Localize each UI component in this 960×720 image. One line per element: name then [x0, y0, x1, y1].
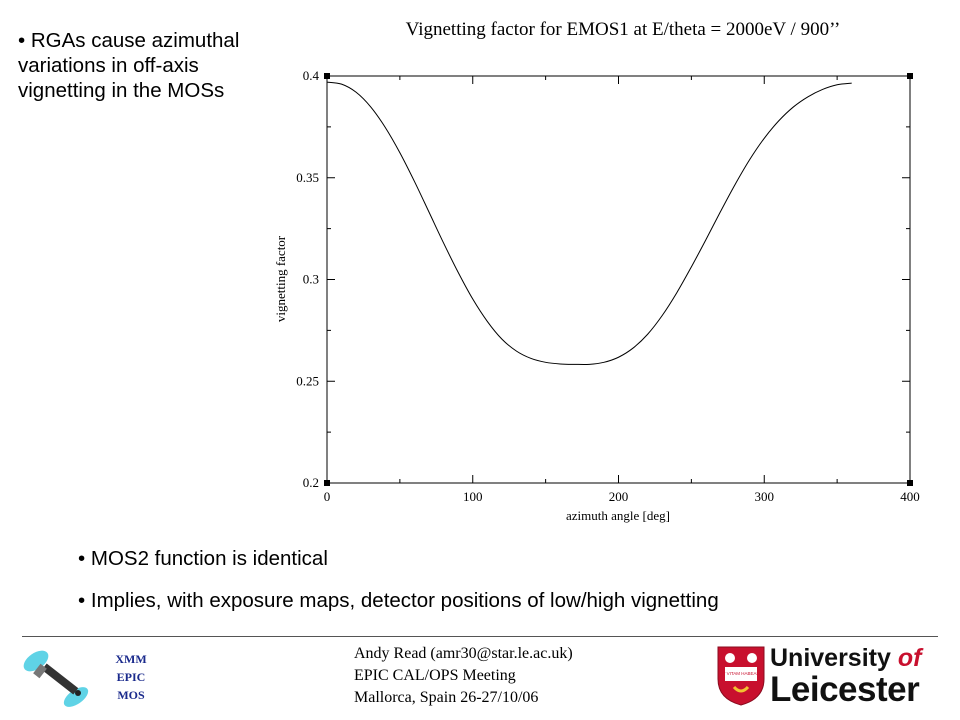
- logo-line-xmm: XMM: [115, 652, 147, 666]
- y-tick-label: 0.4: [303, 68, 320, 83]
- university-word: University: [770, 644, 891, 672]
- footer-divider: [22, 636, 938, 637]
- plot-frame: [326, 75, 911, 484]
- crest-motto: UT VITAM HABEANT: [719, 671, 762, 676]
- corner-marker: [324, 480, 330, 486]
- corner-marker: [324, 73, 330, 79]
- y-tick-label: 0.3: [303, 272, 319, 287]
- footer-credits: Andy Read (amr30@star.le.ac.uk) EPIC CAL…: [354, 643, 573, 709]
- xmm-satellite-icon: [23, 650, 89, 707]
- footer-author: Andy Read (amr30@star.le.ac.uk): [354, 645, 573, 662]
- intro-bullet-text: • RGAs cause azimuthal variations in off…: [18, 29, 240, 102]
- bullet-exposure-maps: • Implies, with exposure maps, detector …: [78, 589, 719, 612]
- axis-ticks: 0 100 200 300 400 0.2 0.25 0.3 0.35 0.4: [296, 68, 920, 504]
- y-axis-label: vignetting factor: [273, 235, 288, 322]
- logo-line-epic: EPIC: [116, 670, 146, 684]
- university-wordmark: University of Leicester: [770, 644, 921, 708]
- x-tick-label: 400: [900, 489, 920, 504]
- corner-marker: [907, 480, 913, 486]
- x-tick-label: 100: [463, 489, 483, 504]
- y-tick-label: 0.35: [296, 170, 319, 185]
- corner-marker: [907, 73, 913, 79]
- x-tick-label: 0: [324, 489, 331, 504]
- university-of: of: [897, 644, 922, 672]
- footer-meeting: EPIC CAL/OPS Meeting: [354, 667, 516, 684]
- chart-title: Vignetting factor for EMOS1 at E/theta =…: [406, 19, 841, 40]
- x-tick-label: 200: [609, 489, 629, 504]
- corner-markers: [324, 73, 913, 486]
- footer-venue: Mallorca, Spain 26-27/10/06: [354, 689, 539, 706]
- bullet-mos2-identical: • MOS2 function is identical: [78, 547, 328, 570]
- x-tick-label: 300: [755, 489, 775, 504]
- xmm-epic-mos-logo-text: XMM EPIC MOS: [100, 650, 162, 704]
- x-axis-label: azimuth angle [deg]: [566, 508, 670, 523]
- logo-line-mos: MOS: [117, 688, 145, 702]
- university-leicester: Leicester: [770, 670, 920, 709]
- y-tick-label: 0.25: [296, 373, 319, 388]
- y-tick-label: 0.2: [303, 475, 319, 490]
- vignetting-chart: Vignetting factor for EMOS1 at E/theta =…: [273, 19, 920, 523]
- vignetting-curve: [326, 81, 852, 366]
- university-line-1: University of: [770, 644, 921, 672]
- university-crest-icon: UT VITAM HABEANT: [717, 646, 765, 706]
